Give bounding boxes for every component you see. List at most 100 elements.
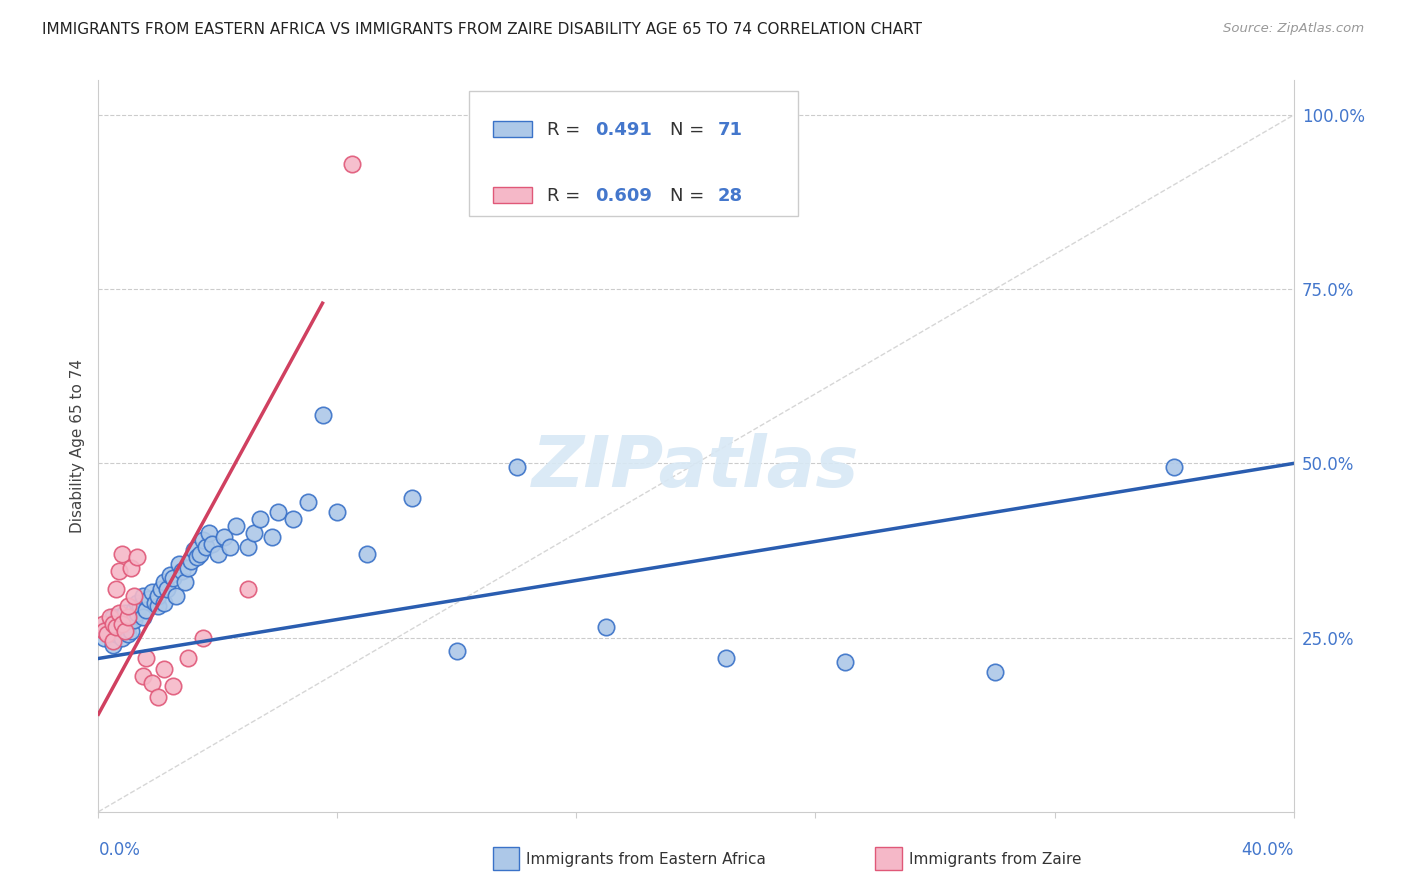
FancyBboxPatch shape <box>494 847 519 871</box>
Text: 71: 71 <box>717 121 742 139</box>
Point <box>172 565 194 579</box>
Point <box>93 624 115 638</box>
Point <box>141 585 163 599</box>
Point <box>132 609 155 624</box>
Point <box>150 582 173 596</box>
Point <box>177 651 200 665</box>
Point <box>356 547 378 561</box>
Point <box>165 589 187 603</box>
Point <box>105 627 128 641</box>
Text: 28: 28 <box>717 186 742 205</box>
Point <box>117 627 139 641</box>
Point <box>117 616 139 631</box>
Point <box>219 540 242 554</box>
Point <box>103 609 125 624</box>
Text: N =: N = <box>669 186 710 205</box>
Point <box>105 620 128 634</box>
Point <box>260 530 283 544</box>
Point <box>103 634 125 648</box>
Point <box>297 494 319 508</box>
Point <box>191 533 214 547</box>
Point <box>120 561 142 575</box>
Point <box>108 606 131 620</box>
Point <box>714 651 737 665</box>
Point <box>180 554 202 568</box>
Point <box>162 571 184 585</box>
Point <box>326 505 349 519</box>
Point <box>91 616 114 631</box>
Point <box>138 592 160 607</box>
FancyBboxPatch shape <box>876 847 901 871</box>
Point <box>117 609 139 624</box>
Point <box>111 547 134 561</box>
Point <box>148 690 170 704</box>
Point <box>186 550 208 565</box>
Point <box>834 655 856 669</box>
FancyBboxPatch shape <box>470 91 797 216</box>
Text: Immigrants from Zaire: Immigrants from Zaire <box>908 852 1081 867</box>
Point <box>243 526 266 541</box>
Point <box>401 491 423 506</box>
Point <box>311 408 333 422</box>
Point <box>446 644 468 658</box>
Text: Immigrants from Eastern Africa: Immigrants from Eastern Africa <box>526 852 766 867</box>
Point <box>595 620 617 634</box>
Text: ZIPatlas: ZIPatlas <box>533 434 859 502</box>
Point <box>159 567 181 582</box>
Point <box>98 609 122 624</box>
Point <box>183 543 205 558</box>
Point <box>96 624 118 638</box>
Point <box>120 624 142 638</box>
Point <box>117 599 139 614</box>
Point <box>1163 459 1185 474</box>
Point <box>148 589 170 603</box>
Point <box>111 616 134 631</box>
Point <box>96 627 118 641</box>
Point <box>114 620 136 634</box>
Text: 0.0%: 0.0% <box>98 841 141 859</box>
Text: 0.609: 0.609 <box>596 186 652 205</box>
Point <box>191 631 214 645</box>
Text: N =: N = <box>669 121 710 139</box>
Text: R =: R = <box>547 121 585 139</box>
Point <box>177 561 200 575</box>
Point <box>124 603 146 617</box>
Point <box>984 665 1007 680</box>
Point <box>212 530 235 544</box>
Point <box>141 676 163 690</box>
Point <box>108 624 131 638</box>
Point <box>120 609 142 624</box>
Point <box>153 596 176 610</box>
Point <box>135 651 157 665</box>
Text: R =: R = <box>547 186 585 205</box>
Text: 0.491: 0.491 <box>596 121 652 139</box>
Point <box>195 540 218 554</box>
Point <box>114 606 136 620</box>
Point <box>127 550 149 565</box>
Point <box>124 589 146 603</box>
Point <box>148 599 170 614</box>
Point <box>93 631 115 645</box>
Point <box>342 157 364 171</box>
Point <box>114 624 136 638</box>
Point <box>127 606 149 620</box>
Text: IMMIGRANTS FROM EASTERN AFRICA VS IMMIGRANTS FROM ZAIRE DISABILITY AGE 65 TO 74 : IMMIGRANTS FROM EASTERN AFRICA VS IMMIGR… <box>42 22 922 37</box>
Point <box>207 547 229 561</box>
Point <box>188 547 211 561</box>
Point <box>103 616 125 631</box>
Point <box>127 596 149 610</box>
Point <box>153 662 176 676</box>
Point <box>236 540 259 554</box>
Point <box>103 638 125 652</box>
Y-axis label: Disability Age 65 to 74: Disability Age 65 to 74 <box>69 359 84 533</box>
Point <box>201 536 224 550</box>
Point <box>225 519 247 533</box>
Point <box>174 574 197 589</box>
FancyBboxPatch shape <box>494 121 533 137</box>
Point <box>111 616 134 631</box>
Point <box>153 574 176 589</box>
Point <box>105 613 128 627</box>
Point <box>98 616 122 631</box>
Point <box>129 599 152 614</box>
Point <box>236 582 259 596</box>
